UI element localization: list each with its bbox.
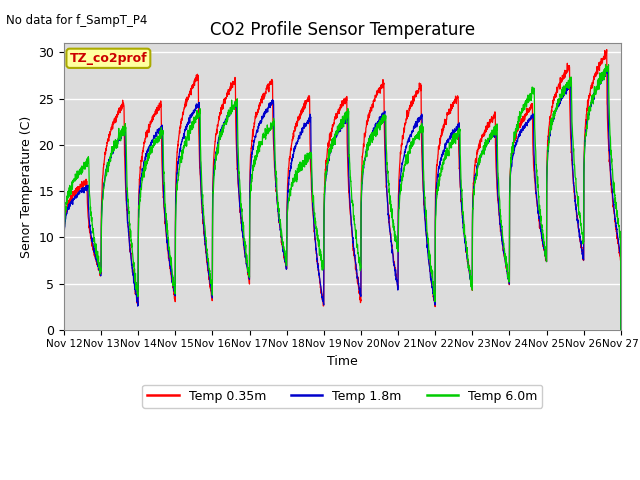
Temp 0.35m	[124, 217, 131, 223]
Temp 1.8m	[298, 129, 305, 135]
Temp 0.35m	[60, 268, 68, 274]
Temp 1.8m	[604, 67, 611, 73]
Legend: Temp 0.35m, Temp 1.8m, Temp 6.0m: Temp 0.35m, Temp 1.8m, Temp 6.0m	[143, 384, 542, 408]
Temp 6.0m	[274, 193, 282, 199]
Temp 6.0m	[546, 129, 554, 135]
Temp 1.8m	[60, 271, 68, 277]
Temp 0.35m	[157, 104, 164, 109]
Temp 0.35m	[603, 47, 611, 52]
Temp 0.35m	[617, 327, 625, 333]
Temp 0.35m	[546, 117, 554, 122]
Temp 6.0m	[617, 327, 625, 333]
Temp 0.35m	[298, 106, 305, 112]
Temp 6.0m	[60, 276, 68, 281]
Temp 6.0m	[157, 132, 164, 137]
Temp 1.8m	[546, 132, 554, 138]
Y-axis label: Senor Temperature (C): Senor Temperature (C)	[20, 115, 33, 258]
Temp 0.35m	[606, 164, 614, 170]
Temp 1.8m	[157, 127, 164, 132]
Temp 1.8m	[606, 158, 614, 164]
Temp 1.8m	[124, 220, 131, 226]
Temp 6.0m	[606, 132, 614, 138]
Temp 6.0m	[124, 189, 131, 194]
Line: Temp 0.35m: Temp 0.35m	[64, 49, 621, 330]
Line: Temp 6.0m: Temp 6.0m	[64, 64, 621, 330]
Line: Temp 1.8m: Temp 1.8m	[64, 70, 621, 330]
Temp 6.0m	[298, 166, 305, 172]
Temp 6.0m	[602, 61, 609, 67]
Text: No data for f_SampT_P4: No data for f_SampT_P4	[6, 14, 148, 27]
Temp 1.8m	[274, 202, 282, 207]
Title: CO2 Profile Sensor Temperature: CO2 Profile Sensor Temperature	[210, 21, 475, 39]
Temp 0.35m	[274, 201, 282, 207]
Text: TZ_co2prof: TZ_co2prof	[70, 52, 147, 65]
X-axis label: Time: Time	[327, 355, 358, 368]
Temp 1.8m	[617, 327, 625, 333]
